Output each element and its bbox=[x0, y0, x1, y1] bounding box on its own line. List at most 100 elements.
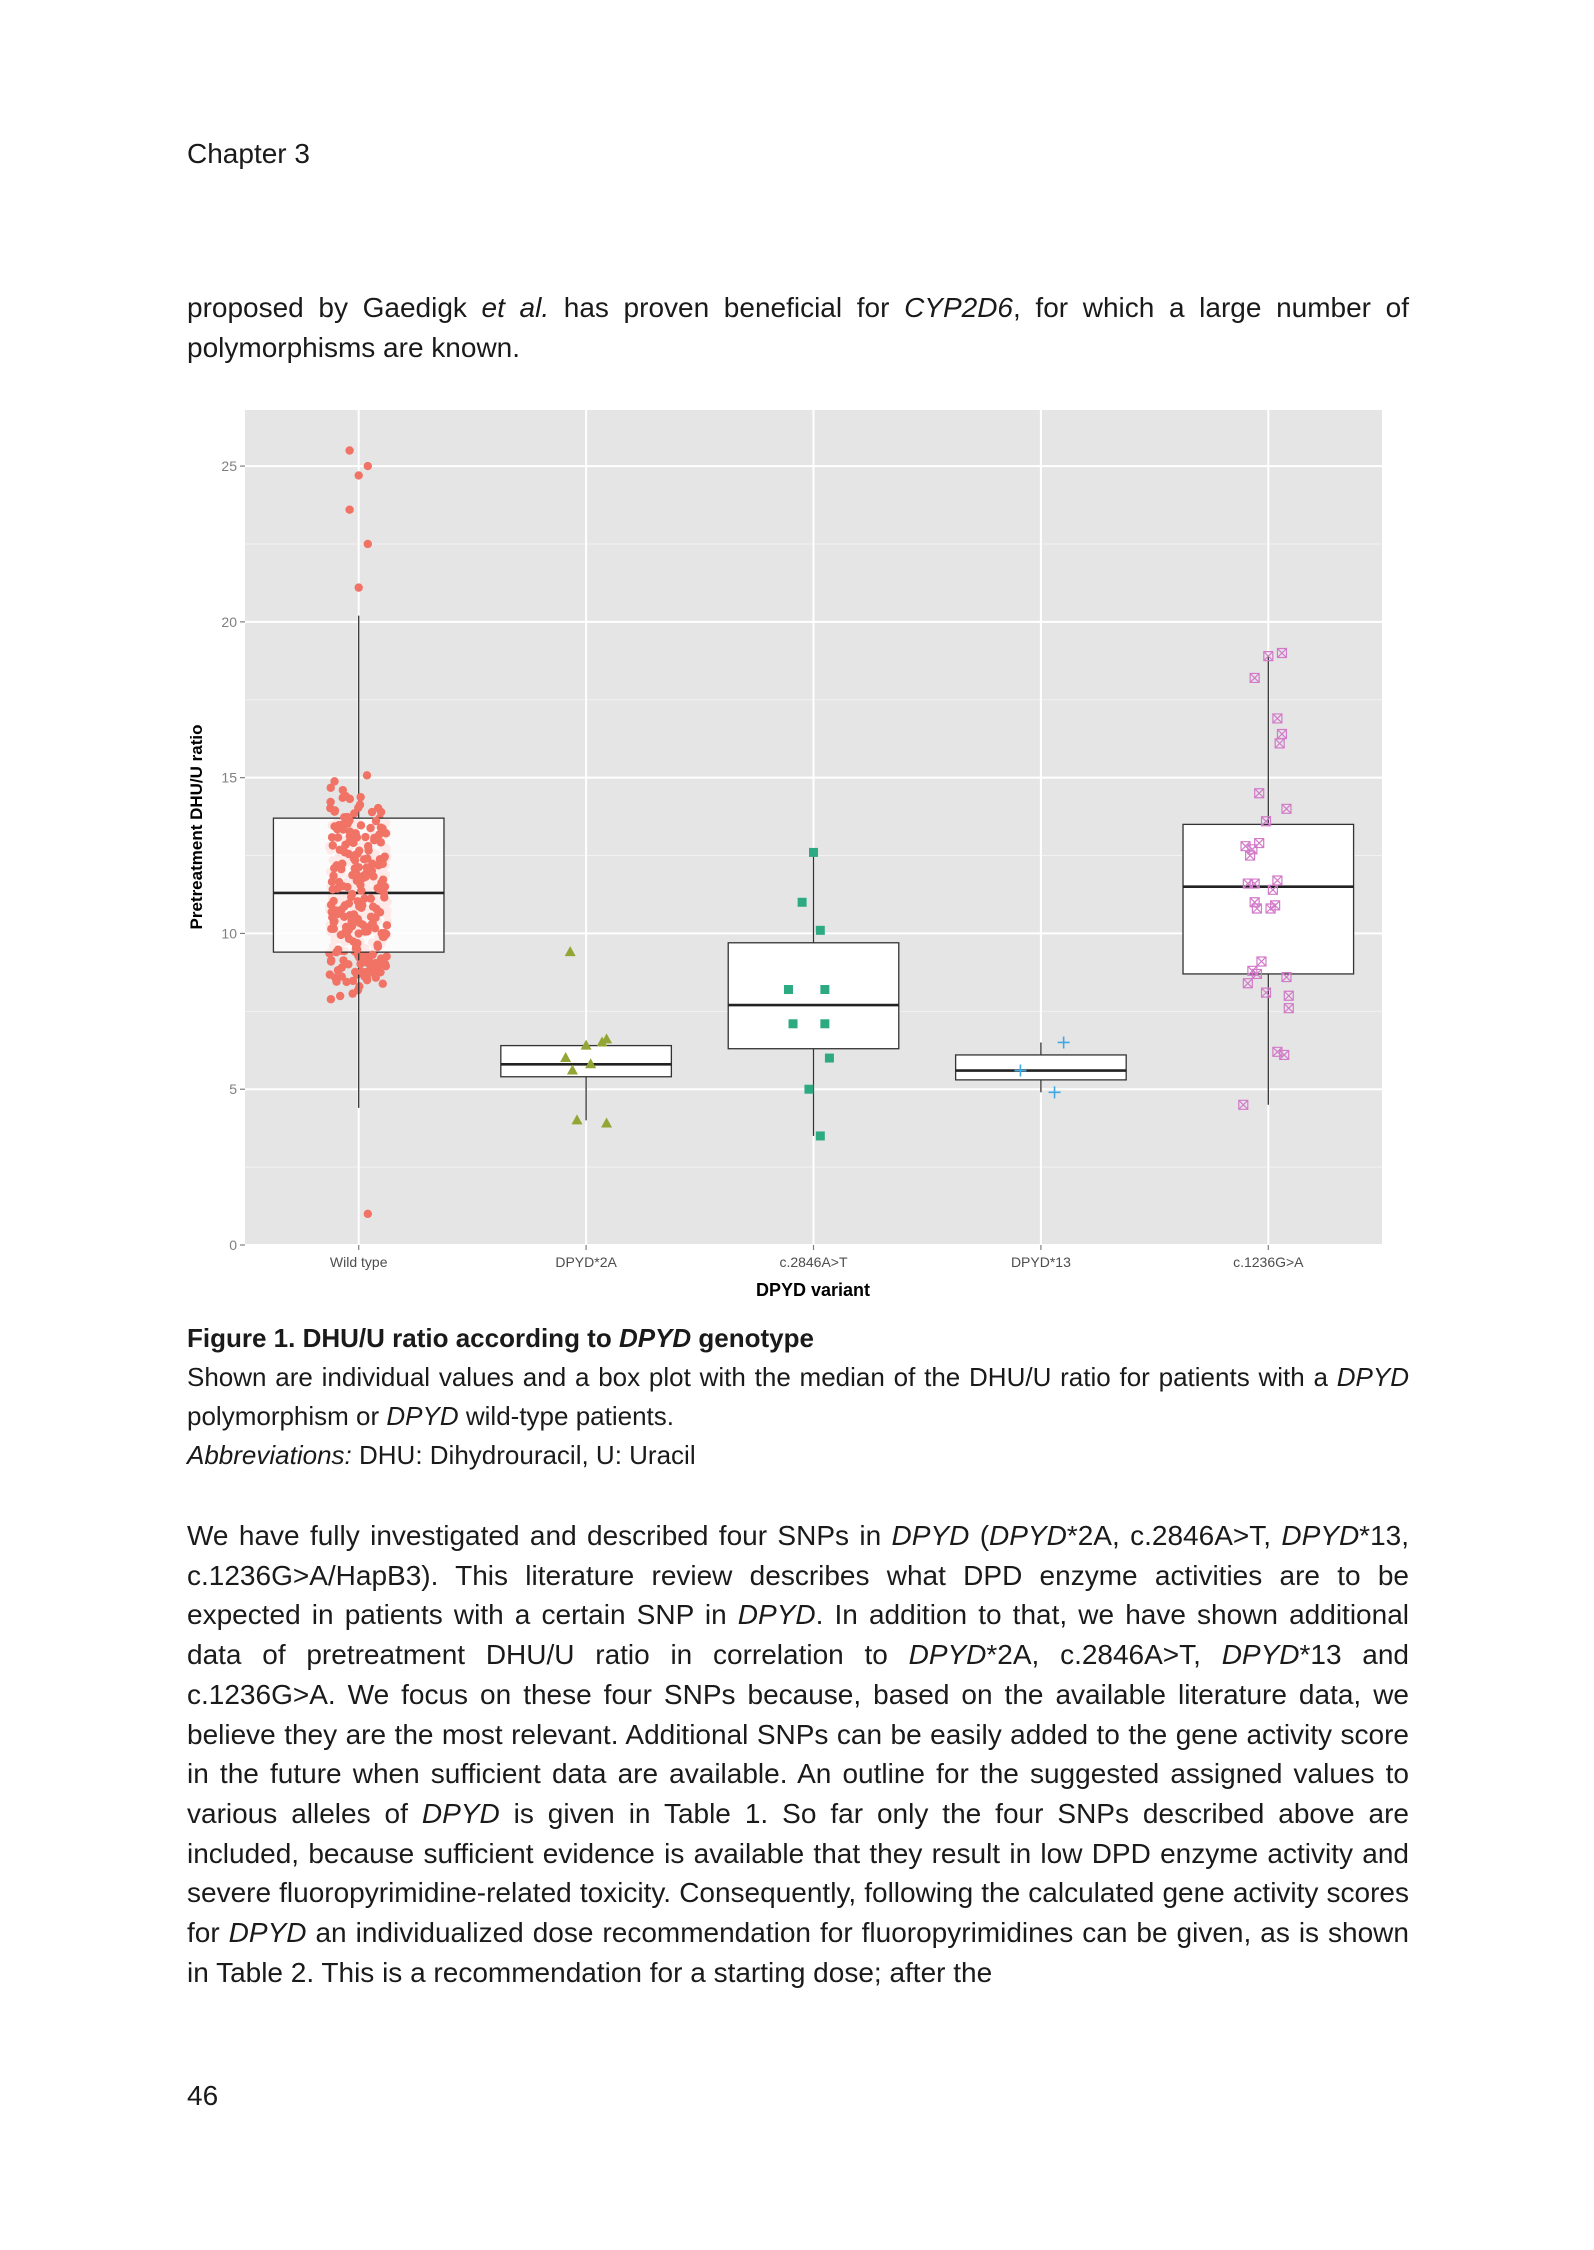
data-point bbox=[327, 833, 337, 842]
data-point bbox=[336, 930, 346, 940]
data-point bbox=[360, 894, 369, 903]
box bbox=[500, 1044, 673, 1078]
data-point bbox=[371, 973, 380, 982]
data-point bbox=[824, 1053, 834, 1063]
data-point bbox=[366, 823, 375, 833]
data-point bbox=[376, 968, 385, 977]
data-point bbox=[601, 1117, 613, 1128]
data-point bbox=[356, 959, 365, 969]
data-point bbox=[330, 807, 339, 816]
data-point bbox=[1272, 713, 1283, 724]
data-point bbox=[339, 825, 348, 834]
data-point bbox=[1254, 788, 1265, 799]
data-point bbox=[1276, 647, 1288, 659]
box bbox=[954, 1054, 1127, 1081]
data-point bbox=[1249, 672, 1260, 684]
x-tick-label: c.1236G>A bbox=[1233, 1254, 1304, 1270]
data-point bbox=[363, 1209, 372, 1219]
data-point bbox=[363, 842, 373, 851]
data-point bbox=[361, 832, 370, 842]
data-point bbox=[374, 961, 383, 971]
y-axis-title: Pretreatment DHU/U ratio bbox=[187, 725, 206, 930]
data-point bbox=[1245, 850, 1256, 861]
data-point bbox=[1267, 884, 1278, 895]
data-point bbox=[815, 925, 825, 935]
data-point bbox=[326, 797, 335, 807]
data-point bbox=[371, 816, 381, 826]
y-axis: 0 5 10 15 20 25 bbox=[221, 458, 245, 1253]
y-tick-label: 5 bbox=[229, 1081, 237, 1097]
data-point bbox=[337, 972, 346, 981]
data-point bbox=[1260, 816, 1272, 827]
data-point bbox=[1279, 1049, 1290, 1061]
data-point bbox=[332, 977, 341, 986]
data-point bbox=[571, 1114, 583, 1125]
data-point bbox=[1260, 987, 1272, 998]
x-tick-label: Wild type bbox=[330, 1254, 388, 1270]
data-point bbox=[363, 539, 372, 549]
data-point bbox=[360, 927, 370, 936]
data-point bbox=[345, 837, 354, 846]
data-point bbox=[596, 1036, 608, 1047]
data-point bbox=[380, 882, 390, 891]
data-point bbox=[348, 989, 357, 998]
data-point bbox=[1265, 903, 1276, 914]
data-point bbox=[797, 897, 807, 907]
x-tick-label: c.2846A>T bbox=[779, 1254, 848, 1270]
data-point bbox=[374, 830, 384, 839]
data-point bbox=[329, 871, 338, 881]
data-point bbox=[1281, 971, 1292, 983]
data-point bbox=[373, 883, 382, 893]
data-point bbox=[370, 835, 379, 845]
data-point bbox=[333, 833, 343, 842]
data-point bbox=[1263, 651, 1274, 662]
data-point bbox=[1014, 1064, 1027, 1077]
data-point bbox=[326, 995, 336, 1004]
data-point bbox=[820, 985, 830, 995]
data-point bbox=[347, 892, 356, 902]
data-point bbox=[354, 471, 363, 480]
data-point bbox=[330, 864, 339, 873]
data-point bbox=[326, 783, 335, 792]
y-tick-label: 25 bbox=[221, 458, 237, 474]
data-point bbox=[820, 1019, 830, 1029]
data-point bbox=[585, 1058, 597, 1069]
data-point bbox=[326, 955, 336, 965]
data-point bbox=[330, 777, 339, 786]
data-point bbox=[369, 872, 378, 881]
data-point bbox=[804, 1084, 814, 1094]
data-point bbox=[788, 1019, 798, 1029]
data-point bbox=[382, 921, 392, 930]
data-point bbox=[354, 803, 363, 812]
data-point bbox=[356, 880, 365, 889]
body-paragraph-2: We have fully investigated and described… bbox=[187, 1520, 1409, 1988]
data-point bbox=[376, 838, 386, 847]
data-point bbox=[1251, 903, 1263, 914]
x-axis-title: DPYD variant bbox=[756, 1280, 870, 1300]
y-tick-label: 0 bbox=[229, 1237, 237, 1253]
y-tick-label: 20 bbox=[221, 614, 237, 630]
data-point bbox=[381, 929, 391, 939]
data-point bbox=[564, 946, 576, 957]
dhu-u-boxplot-figure: 0 5 10 15 20 25 Wild type DPYD*2A c.2846A>T DPYD… bbox=[187, 410, 1382, 1300]
data-point bbox=[328, 913, 337, 922]
data-point bbox=[1283, 1003, 1294, 1014]
data-point bbox=[345, 505, 354, 514]
data-point bbox=[368, 919, 377, 928]
data-point bbox=[367, 807, 377, 817]
figure-caption-abbreviations: Abbreviations: DHU: Dihydrouracil, U: Ur… bbox=[187, 1440, 696, 1470]
data-point bbox=[339, 956, 348, 965]
data-point bbox=[1283, 990, 1294, 1001]
data-point bbox=[356, 792, 365, 802]
data-point bbox=[1057, 1036, 1070, 1049]
data-point bbox=[809, 847, 818, 857]
body-paragraph-1: proposed by Gaedigk et al. has proven be… bbox=[187, 292, 1410, 363]
data-point bbox=[343, 812, 352, 822]
data-point bbox=[351, 967, 360, 977]
data-point bbox=[366, 894, 376, 903]
data-point bbox=[560, 1052, 572, 1063]
data-point bbox=[341, 791, 350, 801]
data-point bbox=[328, 841, 337, 850]
data-point bbox=[815, 1131, 825, 1141]
data-point bbox=[348, 870, 357, 880]
